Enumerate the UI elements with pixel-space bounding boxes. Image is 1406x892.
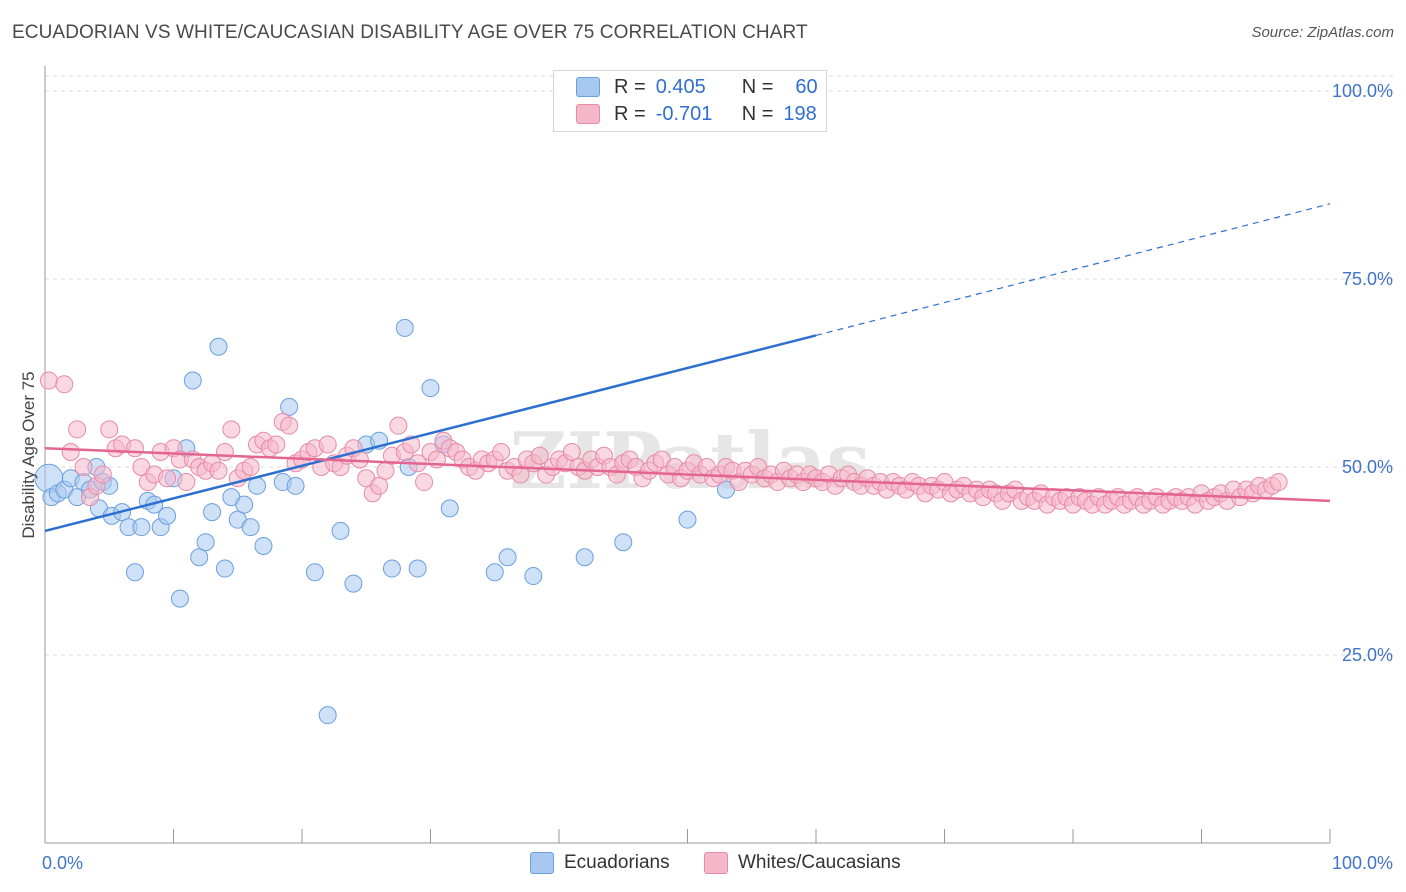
y-tick-label: 50.0% <box>1342 457 1393 477</box>
white-point <box>68 420 87 439</box>
ecuadorian-point <box>209 337 228 356</box>
legend-item-whites: Whites/Caucasians <box>704 852 901 874</box>
axes <box>44 66 1331 844</box>
ecuadorian-point <box>280 397 299 416</box>
legend-r-label: R = <box>614 102 646 125</box>
ecuadorian-point <box>254 536 273 555</box>
ecuadorian-point <box>183 371 202 390</box>
ecuadorian-point <box>421 379 440 398</box>
ecuadorian-point <box>485 563 504 582</box>
ecuadorian-point <box>344 574 363 593</box>
ecuadorian-point <box>408 559 427 578</box>
ecuadorian-point <box>614 533 633 552</box>
white-point <box>267 435 286 454</box>
legend-swatch-blue <box>576 77 600 97</box>
ecuadorian-point <box>190 548 209 567</box>
legend-n-value: 198 <box>783 102 817 125</box>
white-point <box>39 371 58 390</box>
white-points <box>39 371 1288 514</box>
ecuadorian-point <box>575 548 594 567</box>
white-point <box>1269 473 1288 492</box>
grid <box>45 75 1395 656</box>
ecuadorian-point <box>678 510 697 529</box>
source-credit: Source: ZipAtlas.com <box>1251 24 1394 41</box>
ecuadorian-point <box>158 506 177 525</box>
white-point <box>93 465 112 484</box>
ecuadorian-point <box>286 476 305 495</box>
white-point <box>562 442 581 461</box>
white-point <box>215 442 234 461</box>
white-point <box>511 465 530 484</box>
ecuadorian-point <box>440 499 459 518</box>
white-point <box>177 473 196 492</box>
legend-n-value: 60 <box>795 75 818 98</box>
ecuadorian-point <box>235 495 254 514</box>
legend-r-value: 0.405 <box>655 75 706 98</box>
ecuadorian-points <box>34 82 813 725</box>
white-point <box>492 442 511 461</box>
ecuadorian-point <box>395 318 414 337</box>
ecuadorian-point <box>382 559 401 578</box>
white-point <box>530 446 549 465</box>
white-point <box>241 458 260 477</box>
legend: R = 0.405 N = 60 R = -0.701 N = 198 <box>553 70 827 132</box>
white-point <box>389 416 408 435</box>
ecuadorian-point <box>170 589 189 608</box>
legend-swatch-pink <box>576 104 600 124</box>
ecuadorian-point <box>215 559 234 578</box>
y-tick-label: 75.0% <box>1342 269 1393 289</box>
ecuadorian-point <box>331 521 350 540</box>
chart-title: ECUADORIAN VS WHITE/CAUCASIAN DISABILITY… <box>12 22 808 43</box>
ecuadorian-point <box>196 533 215 552</box>
ecuadorian-point <box>318 706 337 725</box>
ecuadorian-point <box>524 567 543 586</box>
white-point <box>222 420 241 439</box>
ecuadorian-point <box>241 518 260 537</box>
legend-row-whites: R = -0.701 N = 198 <box>576 101 817 127</box>
legend-r-value: -0.701 <box>655 102 713 125</box>
legend-r-label: R = <box>614 75 646 98</box>
x-tick-label: 100.0% <box>1332 853 1393 873</box>
trend-lines <box>44 203 1331 533</box>
swatch-pink <box>704 852 728 874</box>
series-legend: Ecuadorians Whites/Caucasians <box>0 852 1406 878</box>
y-tick-label: 25.0% <box>1342 645 1393 665</box>
white-point <box>125 439 144 458</box>
white-point <box>100 420 119 439</box>
tick-labels: 25.0% 50.0% 75.0% 100.0% 0.0% 100.0% <box>42 81 1393 873</box>
white-trend-line <box>44 446 1331 503</box>
legend-row-ecuadorians: R = 0.405 N = 60 <box>576 74 818 100</box>
ecuadorian-trend-extension <box>815 203 1331 337</box>
white-point <box>55 375 74 394</box>
white-point <box>74 458 93 477</box>
white-point <box>415 473 434 492</box>
legend-n-label: N = <box>741 75 774 98</box>
ecuadorian-point <box>125 563 144 582</box>
y-tick-label: 100.0% <box>1332 81 1393 101</box>
white-point <box>376 461 395 480</box>
white-point <box>370 476 389 495</box>
x-tick-label: 0.0% <box>42 853 83 873</box>
ecuadorian-trend-line <box>44 334 817 533</box>
white-point <box>280 416 299 435</box>
ecuadorian-point <box>132 518 151 537</box>
ecuadorian-point <box>203 503 222 522</box>
ecuadorian-point <box>498 548 517 567</box>
legend-n-label: N = <box>741 102 774 125</box>
white-point <box>318 435 337 454</box>
legend-label: Ecuadorians <box>564 852 670 873</box>
y-axis-label: Disability Age Over 75 <box>19 371 38 538</box>
white-point <box>209 461 228 480</box>
white-point <box>158 469 177 488</box>
swatch-blue <box>530 852 554 874</box>
white-point <box>61 442 80 461</box>
legend-item-ecuadorians: Ecuadorians <box>530 852 670 874</box>
ecuadorian-point <box>305 563 324 582</box>
legend-label: Whites/Caucasians <box>738 852 901 873</box>
